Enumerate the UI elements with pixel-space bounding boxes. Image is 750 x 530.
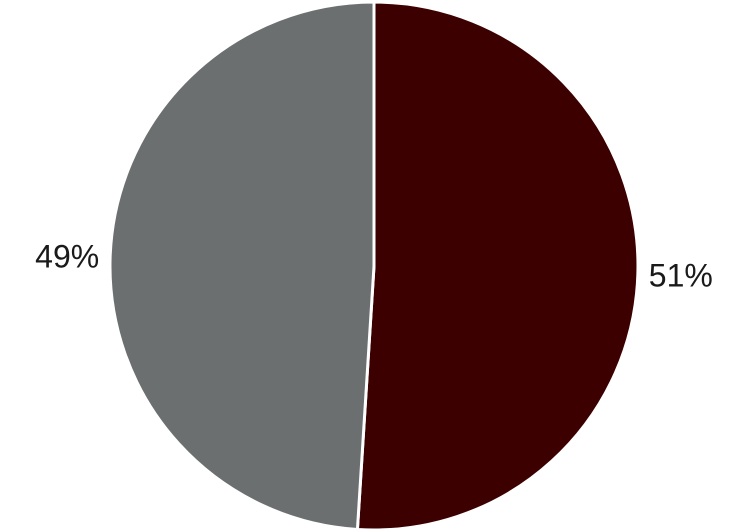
pie-label-0: 51% [649,258,713,294]
pie-slice-0 [355,0,640,530]
pie-slice-1 [108,0,376,530]
pie-label-1: 49% [35,238,99,274]
pie-labels: 51% 49% [35,238,713,293]
pie-slices [108,0,640,530]
